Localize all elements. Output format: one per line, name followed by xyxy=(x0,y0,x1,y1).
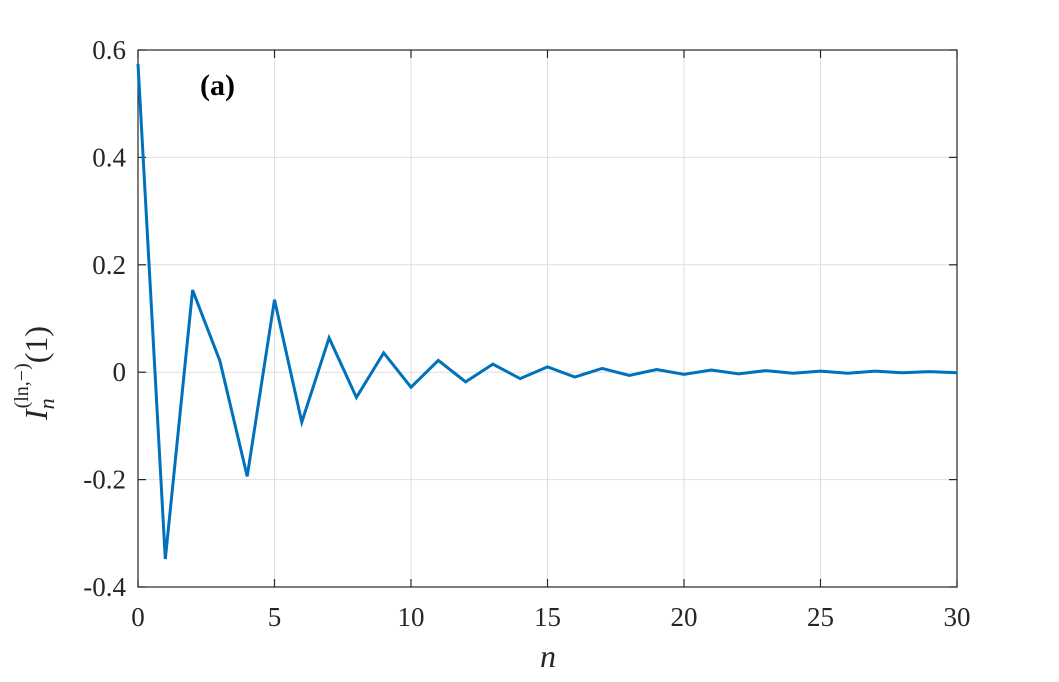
panel-label: (a) xyxy=(200,69,235,102)
x-axis-label: n xyxy=(540,638,556,674)
x-tick-label: 15 xyxy=(534,602,561,632)
x-tick-label: 0 xyxy=(131,602,145,632)
y-tick-label: 0.2 xyxy=(92,250,126,280)
x-tick-label: 25 xyxy=(807,602,834,632)
y-tick-label: 0.4 xyxy=(92,142,126,172)
y-axis-label-subscript: n xyxy=(34,398,59,409)
y-tick-label: -0.4 xyxy=(83,572,126,602)
grid-lines xyxy=(137,49,958,588)
x-tick-label: 30 xyxy=(944,602,971,632)
y-axis-label-argument: (1) xyxy=(18,326,54,363)
y-tick-label: -0.2 xyxy=(83,465,126,495)
x-tick-label: 10 xyxy=(398,602,425,632)
series-line xyxy=(136,63,958,560)
y-tick-label: 0 xyxy=(113,357,127,387)
x-tick-label: 20 xyxy=(671,602,698,632)
series-layer xyxy=(136,63,958,560)
y-axis-label: In(ln,−)(1) xyxy=(11,326,59,421)
y-tick-label: 0.6 xyxy=(92,35,126,65)
y-axis-label-superscript: (ln,−) xyxy=(11,363,33,408)
axis-ticks: 0 5 10 15 20 25 30 -0.4 -0.2 0 0.2 0.4 0.6 xyxy=(83,35,970,632)
y-axis-label-main: I xyxy=(18,408,54,421)
x-tick-label: 5 xyxy=(268,602,282,632)
